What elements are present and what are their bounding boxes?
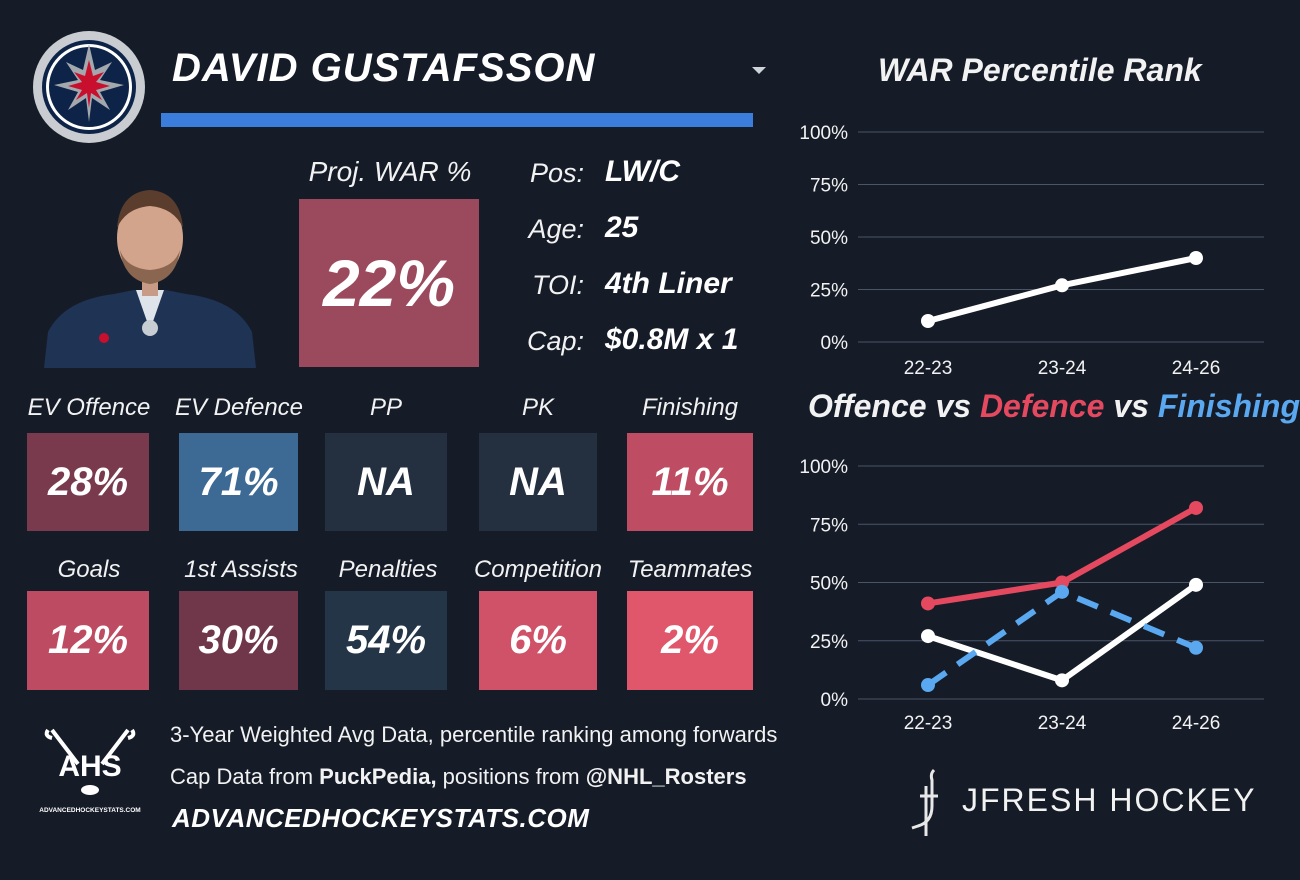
y-tick-label: 100% [799, 457, 848, 478]
x-tick-label: 22-23 [904, 713, 953, 734]
x-tick-label: 24-26 [1172, 713, 1221, 734]
y-tick-label: 75% [810, 176, 848, 197]
sources-middle: positions from [436, 764, 586, 789]
teammates-value: 2% [661, 618, 719, 662]
title-defence: Defence [979, 388, 1105, 424]
age-value: 25 [605, 211, 639, 244]
toi-label: TOI: [531, 270, 584, 300]
penalties-tile: 54% [325, 591, 447, 690]
ev-defence-label: EV Defence [174, 394, 304, 421]
title-vs-1: vs [926, 388, 980, 424]
toi-value: 4th Liner [605, 267, 732, 300]
data-point [1189, 500, 1203, 515]
player-name: DAVID GUSTAFSSON [172, 46, 596, 90]
data-point [1055, 584, 1069, 599]
svg-text:ADVANCEDHOCKEYSTATS.COM: ADVANCEDHOCKEYSTATS.COM [39, 807, 140, 814]
ev-offence-value: 28% [47, 459, 129, 504]
chevron-down-icon[interactable] [750, 64, 768, 76]
puckpedia-link[interactable]: PuckPedia, [319, 764, 437, 789]
x-tick-label: 24-26 [1172, 358, 1221, 379]
nhl-rosters-link[interactable]: @NHL_Rosters [585, 764, 747, 789]
war-percentile-chart: 100% 75% 50% 25% 0% 22-23 23-24 24-26 [799, 123, 1264, 379]
svg-text:AHS: AHS [58, 750, 121, 783]
age-label: Age: [528, 214, 584, 244]
war-chart-title: WAR Percentile Rank [878, 52, 1202, 88]
competition-tile: 6% [479, 591, 597, 690]
data-point [921, 596, 935, 611]
ev-offence-tile: 28% [27, 433, 149, 531]
footer-note: 3-Year Weighted Avg Data, percentile ran… [170, 722, 778, 747]
goals-value: 12% [47, 618, 129, 662]
x-tick-label: 23-24 [1038, 358, 1087, 379]
pk-label: PK [521, 394, 554, 421]
penalties-label: Penalties [338, 556, 438, 583]
competition-value: 6% [509, 618, 567, 662]
pk-tile: NA [479, 433, 597, 531]
pk-value: NA [509, 459, 567, 504]
name-underline [161, 113, 753, 127]
data-point [1055, 278, 1069, 293]
y-tick-label: 50% [810, 228, 848, 249]
y-tick-label: 100% [799, 123, 848, 144]
goals-label: Goals [57, 556, 121, 583]
footer-sources: Cap Data from PuckPedia, positions from … [170, 764, 747, 790]
pp-value: NA [357, 459, 415, 504]
first-assists-tile: 30% [179, 591, 298, 690]
data-point [1189, 251, 1203, 265]
components-chart: 100% 75% 50% 25% 0% 22-23 23-24 24-26 [799, 457, 1264, 734]
proj-war-label: Proj. WAR % [308, 156, 472, 187]
data-point [921, 314, 935, 328]
ev-defence-value: 71% [198, 459, 279, 504]
jfresh-logo [911, 768, 938, 836]
y-tick-label: 25% [810, 281, 848, 302]
pos-value: LW/C [605, 155, 680, 188]
data-point [921, 678, 935, 693]
teammates-tile: 2% [627, 591, 753, 690]
x-tick-label: 22-23 [904, 358, 953, 379]
pp-tile: NA [325, 433, 447, 531]
y-tick-label: 25% [810, 632, 848, 653]
data-point [1189, 577, 1203, 592]
teammates-label: Teammates [627, 556, 753, 583]
cap-label: Cap: [526, 326, 584, 356]
y-tick-label: 50% [810, 574, 848, 595]
ev-defence-tile: 71% [179, 433, 298, 531]
first-assists-label: 1st Assists [184, 556, 298, 583]
finishing-value: 11% [651, 459, 729, 504]
competition-label: Competition [473, 556, 603, 583]
title-vs-2: vs [1104, 388, 1158, 424]
finishing-tile: 11% [627, 433, 753, 531]
data-point [1189, 640, 1203, 655]
sources-prefix: Cap Data from [170, 764, 320, 789]
cap-value: $0.8M x 1 [605, 323, 739, 356]
player-photo [44, 190, 256, 368]
first-assists-value: 30% [198, 618, 279, 662]
ahs-logo: AHS ADVANCEDHOCKEYSTATS.COM [39, 728, 141, 814]
finishing-label: Finishing [641, 394, 739, 421]
title-offence: Offence [808, 388, 927, 424]
data-point [921, 629, 935, 644]
proj-war-value: 22% [322, 246, 456, 320]
penalties-value: 54% [345, 618, 427, 662]
team-logo [33, 31, 145, 143]
jfresh-brand: JFRESH HOCKEY [962, 782, 1257, 818]
title-finishing: Finishing [1157, 388, 1300, 424]
y-tick-label: 75% [810, 515, 848, 536]
pos-label: Pos: [529, 158, 584, 188]
goals-tile: 12% [27, 591, 149, 690]
components-chart-title: Offence vs Defence vs Finishing [808, 388, 1300, 425]
series-line [926, 588, 1198, 688]
data-point [1055, 673, 1069, 688]
x-tick-label: 23-24 [1038, 713, 1087, 734]
y-tick-label: 0% [821, 333, 849, 354]
ev-offence-label: EV Offence [27, 394, 151, 421]
y-tick-label: 0% [821, 690, 849, 711]
site-link[interactable]: ADVANCEDHOCKEYSTATS.COM [172, 803, 590, 833]
proj-war-tile: 22% [299, 199, 479, 367]
pp-label: PP [369, 394, 402, 421]
